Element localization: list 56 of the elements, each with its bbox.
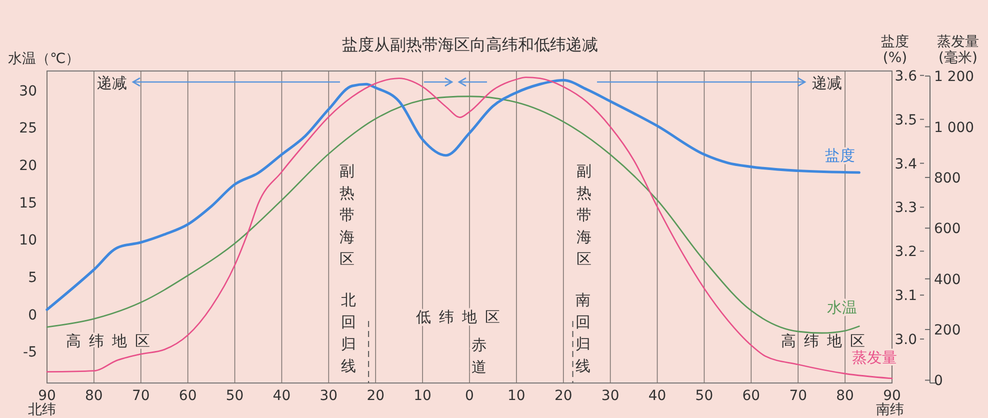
y2-tick-label: 3.4 (894, 156, 918, 172)
ref-line-label: 南回归线 (575, 291, 590, 375)
y2-tick-label: 3.0 (894, 332, 917, 348)
x-tick-label: 70 (789, 388, 808, 404)
x-tick-label: 20 (366, 388, 385, 404)
annotation: 副热带海区 (576, 162, 592, 268)
y-tick-label: 20 (19, 158, 37, 174)
annotation: 高纬地区 (781, 332, 873, 350)
x-tick-label: 20 (554, 388, 572, 404)
y3-tick-label: 800 (934, 170, 961, 186)
x-tick-label: 80 (85, 388, 103, 404)
x-tick-label: 60 (742, 388, 760, 404)
y3-tick-label: 1 000 (934, 120, 974, 136)
line-series (46, 96, 860, 334)
x-tick-label: 90 (883, 388, 901, 404)
x-tick-label: 40 (272, 388, 291, 404)
y2-tick-label: 3.2 (894, 244, 917, 260)
text: 北纬 (28, 402, 56, 418)
x-tick-label: 0 (465, 388, 474, 404)
y-axis-title: 水温（℃） (8, 51, 80, 67)
y-tick-label: 25 (19, 120, 37, 137)
x-tick-label: 30 (320, 388, 338, 404)
y3-tick-label: 0 (934, 373, 943, 390)
y2-tick-label: 3.1 (894, 288, 917, 304)
annotation: 副热带海区 (340, 162, 354, 268)
annotation: 赤道 (472, 336, 486, 376)
x-tick-label: 30 (601, 388, 620, 404)
y3-tick-label: 600 (934, 221, 961, 238)
y-tick-label: 30 (19, 83, 37, 100)
y2-tick-label: 3.3 (894, 200, 917, 216)
y-tick-label: 10 (19, 232, 37, 249)
x-tick-label: 70 (132, 388, 150, 404)
y-tick-label: 0 (28, 307, 37, 324)
x-tick-label: 10 (508, 388, 526, 404)
x-tick-label: 90 (38, 388, 56, 404)
y3-tick-label: 400 (934, 272, 961, 288)
ref-line-label: 北回归线 (341, 291, 356, 375)
y3-axis-title: 蒸发量 (毫米) (937, 34, 979, 66)
y-tick-label: -5 (23, 344, 37, 361)
x-tick-label: 60 (178, 388, 197, 404)
y2-tick-label: 3.6 (894, 68, 918, 84)
y2-tick-label: 3.5 (894, 112, 917, 128)
y3-tick-label: 1 200 (934, 69, 974, 86)
x-tick-label: 10 (414, 388, 432, 404)
chart-title: 盐度从副热带海区向高纬和低纬递减 (342, 35, 598, 54)
text: 南纬 (876, 402, 904, 418)
x-tick-label: 40 (648, 388, 666, 404)
x-tick-label: 50 (695, 388, 714, 404)
x-tick-label: 50 (226, 388, 244, 404)
y-tick-label: 5 (28, 270, 37, 286)
y3-tick-label: 200 (934, 322, 961, 339)
y2-axis-title: 盐度 (%) (881, 34, 909, 66)
annotation: 递减 (97, 74, 127, 92)
y-tick-label: 15 (19, 195, 37, 212)
x-tick-label: 80 (836, 388, 854, 404)
annotation: 递减 (812, 74, 842, 92)
